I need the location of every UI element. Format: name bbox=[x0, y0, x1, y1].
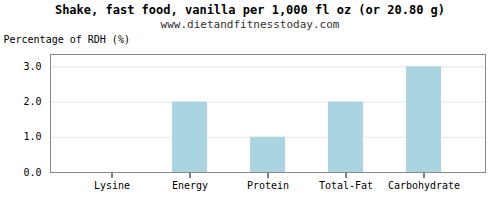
svg-text:Total-Fat: Total-Fat bbox=[319, 180, 373, 191]
svg-text:2.0: 2.0 bbox=[23, 96, 41, 107]
html-text:www.dietandfitnesstoday.com: www.dietandfitnesstoday.com bbox=[160, 18, 340, 31]
svg-text:Lysine: Lysine bbox=[94, 180, 130, 191]
svg-text:Energy: Energy bbox=[172, 180, 208, 191]
html-text:Shake, fast food, vanilla per: Shake, fast food, vanilla per 1,000 fl o… bbox=[54, 3, 446, 17]
svg-text:Percentage of RDH (%): Percentage of RDH (%) bbox=[4, 34, 130, 45]
svg-text:1.0: 1.0 bbox=[23, 131, 41, 142]
svg-text:0.0: 0.0 bbox=[23, 167, 41, 178]
svg-text:Protein: Protein bbox=[247, 180, 289, 191]
svg-text:3.0: 3.0 bbox=[23, 61, 41, 72]
svg-text:Carbohydrate: Carbohydrate bbox=[388, 180, 460, 191]
